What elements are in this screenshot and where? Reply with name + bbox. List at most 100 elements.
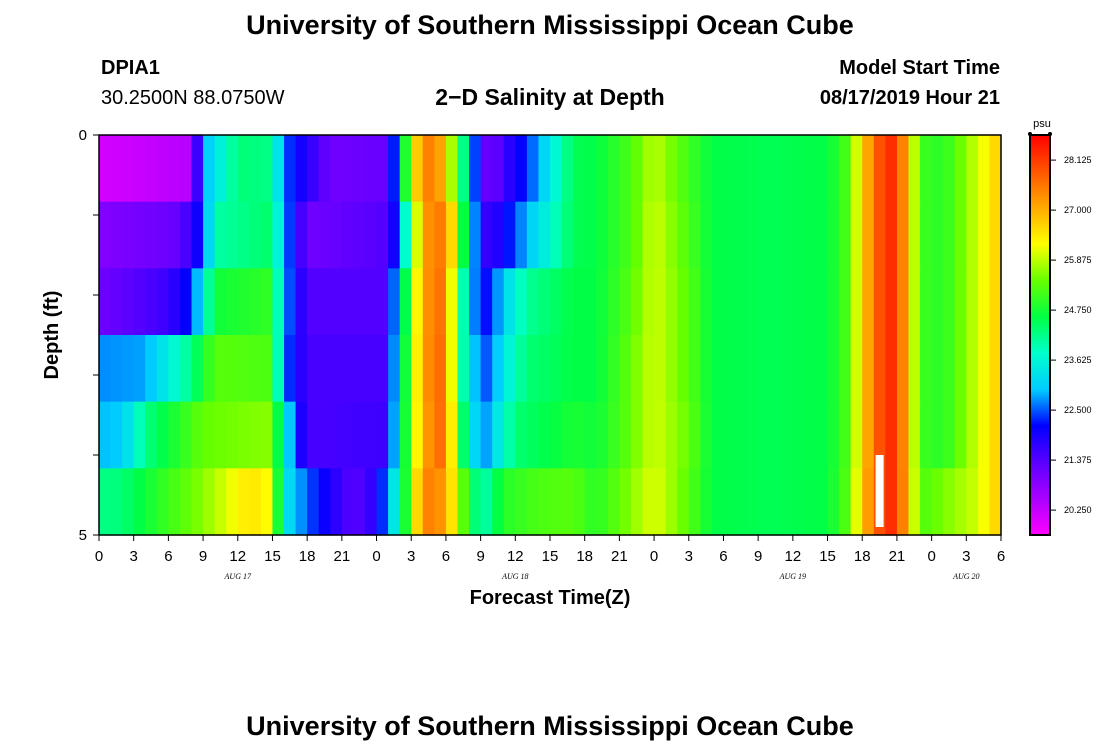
y-axis-label: Depth (ft) (41, 291, 63, 380)
heatmap-cell (295, 268, 308, 336)
heatmap-cell (411, 468, 424, 536)
heatmap-cell (850, 401, 863, 469)
heatmap-cell (700, 201, 713, 269)
heatmap-cell (746, 401, 759, 469)
heatmap-cell (584, 401, 597, 469)
heatmap-cell (330, 201, 343, 269)
heatmap-cell (654, 268, 667, 336)
heatmap-cell (954, 335, 967, 403)
heatmap-cell (943, 201, 956, 269)
heatmap-cell (607, 135, 620, 203)
heatmap-cell (122, 468, 135, 536)
heatmap-cell (642, 201, 655, 269)
heatmap-cell (168, 401, 181, 469)
heatmap-cell (99, 201, 112, 269)
heatmap-cell (758, 268, 771, 336)
heatmap-cell (260, 135, 274, 203)
heatmap-cell (596, 201, 609, 269)
heatmap-cell (156, 201, 169, 269)
heatmap-cell (607, 335, 620, 403)
heatmap-cell (364, 268, 378, 336)
heatmap-cell (226, 335, 239, 403)
heatmap-cell (977, 135, 991, 203)
heatmap-cell (804, 468, 817, 536)
heatmap-cell (318, 135, 331, 203)
heatmap-cell (654, 135, 667, 203)
heatmap-cell (630, 401, 644, 469)
heatmap-cell (388, 268, 401, 336)
heatmap-cell (515, 201, 528, 269)
heatmap-cell (445, 335, 459, 403)
heatmap-cell (654, 401, 667, 469)
heatmap-cell (584, 468, 597, 536)
heatmap-cell (388, 335, 401, 403)
heatmap-cell (156, 268, 169, 336)
heatmap-cell (989, 201, 1002, 269)
x-tick-label: 0 (372, 548, 380, 565)
heatmap-cell (642, 335, 655, 403)
heatmap-cell (966, 335, 979, 403)
heatmap-cell (399, 268, 412, 336)
heatmap-cell (654, 201, 667, 269)
heatmap-cell (769, 401, 782, 469)
heatmap-cell (746, 468, 759, 536)
heatmap-cell (769, 335, 782, 403)
heatmap-cell (711, 335, 725, 403)
heatmap-cell (411, 201, 424, 269)
heatmap-cell (480, 268, 493, 336)
heatmap-cell (191, 135, 204, 203)
heatmap-cell (723, 335, 736, 403)
heatmap-cell (457, 468, 470, 536)
heatmap-cell (156, 335, 169, 403)
heatmap-cell (526, 135, 540, 203)
heatmap-cell (341, 135, 355, 203)
colorbar-tick-label: 24.750 (1064, 305, 1092, 315)
heatmap-cell (307, 135, 320, 203)
heatmap-cell (249, 335, 262, 403)
heatmap-cell (353, 268, 366, 336)
heatmap-cell (145, 268, 158, 336)
heatmap-cell (654, 468, 667, 536)
heatmap-cell (989, 268, 1002, 336)
heatmap-cell (792, 401, 806, 469)
heatmap-cell (896, 401, 910, 469)
heatmap-cell (746, 201, 759, 269)
colorbar-tick-label: 21.375 (1064, 455, 1092, 465)
heatmap-cell (341, 335, 355, 403)
heatmap-cell (307, 468, 320, 536)
heatmap-cell (214, 335, 227, 403)
heatmap-cell (839, 201, 852, 269)
heatmap-cell (110, 401, 123, 469)
heatmap-cell (573, 335, 586, 403)
x-tick-label: 12 (507, 548, 524, 565)
heatmap-cell (735, 401, 748, 469)
heatmap-cell (781, 201, 794, 269)
heatmap-cell (827, 201, 840, 269)
heatmap-cell (735, 135, 748, 203)
heatmap-cell (700, 401, 713, 469)
heatmap-cell (792, 335, 806, 403)
heatmap-cell (399, 135, 412, 203)
heatmap-cell (122, 335, 135, 403)
heatmap-cell (422, 335, 435, 403)
heatmap-cell (526, 468, 540, 536)
y-tick-label: 5 (79, 527, 87, 544)
heatmap-cell (735, 468, 748, 536)
heatmap-cell (630, 468, 644, 536)
heatmap-cell (943, 335, 956, 403)
heatmap-cell (503, 335, 516, 403)
heatmap-cell (642, 268, 655, 336)
heatmap-cell (954, 401, 967, 469)
heatmap-cell (399, 468, 412, 536)
heatmap-cell (839, 468, 852, 536)
heatmap-cell (954, 268, 967, 336)
heatmap-cell (931, 135, 944, 203)
heatmap-cell (145, 201, 158, 269)
colorbar-end-marker (1048, 132, 1052, 136)
heatmap-cell (110, 335, 123, 403)
heatmap-cell (353, 335, 366, 403)
heatmap-cell (515, 401, 528, 469)
heatmap-cell (642, 468, 655, 536)
heatmap-cell (596, 401, 609, 469)
heatmap-cell (561, 135, 574, 203)
